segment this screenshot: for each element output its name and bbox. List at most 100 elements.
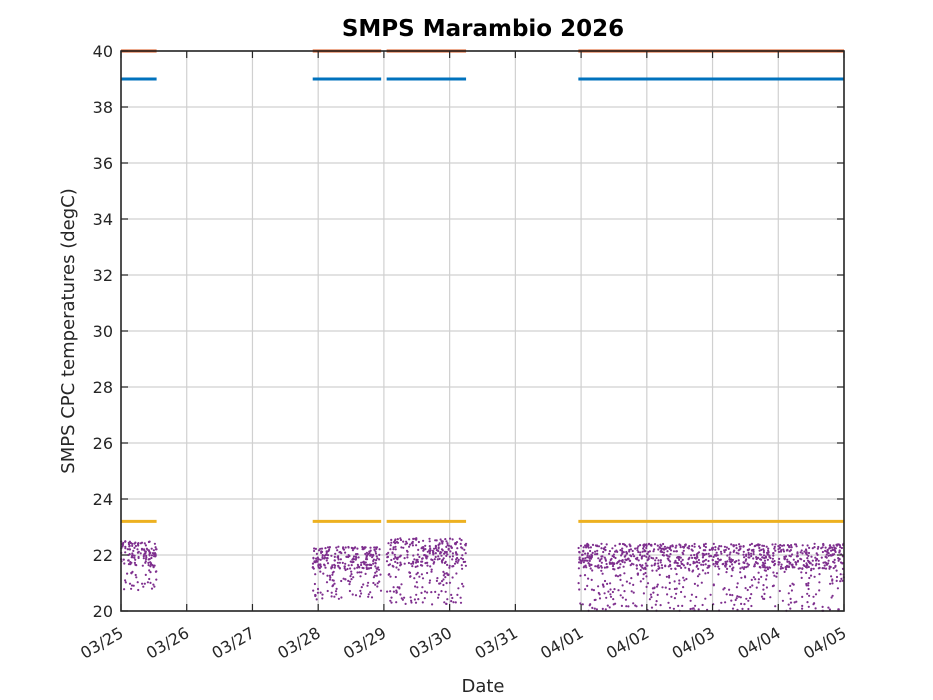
data-point bbox=[149, 563, 153, 566]
data-point bbox=[319, 547, 322, 550]
data-point bbox=[375, 555, 378, 558]
data-point bbox=[583, 574, 587, 577]
data-point bbox=[316, 587, 320, 591]
data-point bbox=[448, 581, 452, 584]
data-point bbox=[787, 592, 790, 595]
x-tick-label: 03/31 bbox=[471, 623, 520, 663]
data-point bbox=[355, 556, 358, 560]
data-point bbox=[133, 556, 136, 560]
data-point bbox=[611, 590, 615, 594]
data-point bbox=[829, 582, 832, 585]
data-point bbox=[332, 579, 335, 582]
data-point bbox=[735, 551, 738, 554]
data-point bbox=[762, 544, 766, 548]
data-point bbox=[720, 552, 723, 555]
data-point bbox=[639, 580, 642, 583]
data-point bbox=[448, 555, 451, 558]
data-point bbox=[589, 556, 593, 559]
data-point bbox=[136, 581, 139, 584]
data-point bbox=[407, 561, 410, 565]
data-point bbox=[839, 546, 842, 549]
data-point bbox=[841, 562, 844, 565]
data-point bbox=[729, 560, 732, 563]
data-point bbox=[694, 557, 698, 560]
data-point bbox=[149, 571, 152, 574]
data-point bbox=[812, 603, 815, 606]
data-point bbox=[685, 577, 688, 581]
data-point bbox=[741, 607, 744, 611]
data-point bbox=[807, 565, 810, 569]
data-point bbox=[336, 561, 339, 564]
data-point bbox=[795, 563, 798, 566]
data-point bbox=[791, 553, 794, 556]
data-point bbox=[737, 562, 741, 565]
data-point bbox=[361, 548, 364, 551]
data-point bbox=[364, 561, 367, 564]
data-point bbox=[816, 547, 820, 550]
data-point bbox=[757, 578, 761, 581]
data-point bbox=[831, 582, 834, 585]
data-point bbox=[716, 554, 719, 557]
data-point bbox=[723, 550, 726, 554]
data-point bbox=[646, 564, 649, 567]
data-point bbox=[600, 542, 603, 545]
data-point bbox=[659, 559, 663, 562]
data-point bbox=[137, 588, 140, 592]
data-point bbox=[646, 582, 650, 585]
data-point bbox=[629, 564, 632, 567]
data-point bbox=[131, 554, 134, 557]
data-point bbox=[728, 565, 732, 568]
data-point bbox=[827, 562, 830, 565]
data-point bbox=[406, 556, 409, 559]
data-point bbox=[137, 551, 140, 554]
data-point bbox=[392, 590, 395, 593]
data-point bbox=[800, 549, 803, 552]
data-point bbox=[697, 608, 700, 611]
data-point bbox=[594, 553, 597, 556]
data-point bbox=[750, 604, 753, 608]
data-point bbox=[739, 567, 742, 570]
data-point bbox=[766, 566, 769, 569]
data-point bbox=[450, 546, 453, 549]
data-point bbox=[827, 606, 830, 609]
y-tick-label: 30 bbox=[93, 322, 113, 341]
data-point bbox=[821, 567, 824, 570]
data-point bbox=[372, 558, 375, 561]
data-point bbox=[612, 553, 616, 556]
data-point bbox=[426, 550, 429, 553]
data-point bbox=[337, 556, 340, 559]
data-point bbox=[128, 553, 131, 556]
data-point bbox=[123, 588, 126, 591]
data-point bbox=[420, 591, 423, 595]
data-point bbox=[803, 559, 806, 563]
data-point bbox=[452, 601, 455, 604]
data-point bbox=[677, 604, 680, 608]
data-point bbox=[679, 544, 682, 547]
data-point bbox=[143, 553, 146, 556]
data-point bbox=[582, 561, 585, 564]
data-point bbox=[581, 553, 584, 556]
data-point bbox=[631, 553, 635, 556]
data-point bbox=[704, 546, 708, 549]
data-point bbox=[806, 544, 809, 547]
data-point bbox=[426, 561, 429, 564]
data-point bbox=[667, 559, 670, 562]
data-point bbox=[647, 558, 650, 561]
data-point bbox=[360, 586, 363, 589]
data-point bbox=[390, 541, 393, 544]
data-point bbox=[634, 547, 637, 550]
data-point bbox=[617, 589, 620, 592]
data-point bbox=[653, 543, 657, 546]
data-point bbox=[825, 553, 828, 556]
data-point bbox=[674, 567, 677, 571]
data-point bbox=[454, 601, 457, 604]
data-point bbox=[410, 599, 413, 602]
data-point bbox=[793, 543, 797, 546]
data-point bbox=[759, 566, 762, 569]
data-point bbox=[719, 550, 723, 553]
data-point bbox=[153, 542, 156, 545]
data-point bbox=[735, 586, 739, 589]
data-point bbox=[684, 566, 687, 569]
data-point bbox=[151, 552, 155, 555]
data-point bbox=[609, 582, 612, 585]
